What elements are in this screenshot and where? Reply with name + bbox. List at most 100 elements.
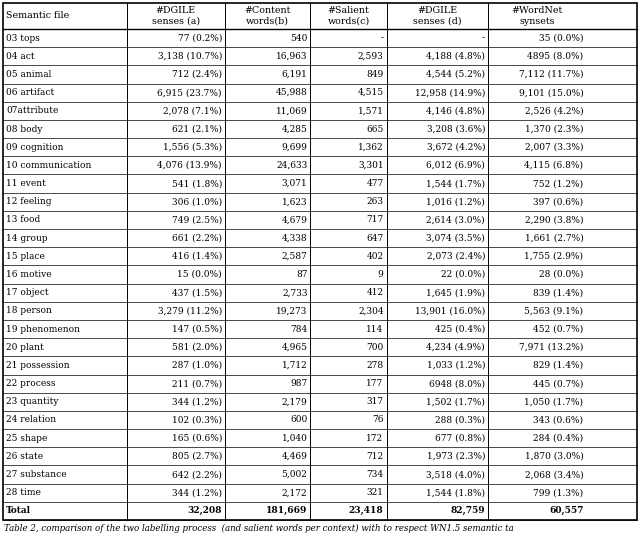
Text: #WordNet
synsets: #WordNet synsets <box>511 6 563 26</box>
Text: 28 (0.0%): 28 (0.0%) <box>539 270 583 279</box>
Text: 665: 665 <box>366 125 383 133</box>
Text: 03 tops: 03 tops <box>6 33 40 43</box>
Text: 3,074 (3.5%): 3,074 (3.5%) <box>426 234 485 242</box>
Text: 1,623: 1,623 <box>282 197 307 206</box>
Text: 4,285: 4,285 <box>282 125 307 133</box>
Text: 3,301: 3,301 <box>358 161 383 170</box>
Text: 7,112 (11.7%): 7,112 (11.7%) <box>519 70 583 79</box>
Text: 11,069: 11,069 <box>276 106 307 116</box>
Text: 28 time: 28 time <box>6 488 41 497</box>
Text: 3,279 (11.2%): 3,279 (11.2%) <box>157 306 222 315</box>
Text: 60,557: 60,557 <box>549 507 583 515</box>
Text: 581 (2.0%): 581 (2.0%) <box>172 343 222 352</box>
Text: 343 (0.6%): 343 (0.6%) <box>533 415 583 424</box>
Text: 3,071: 3,071 <box>282 179 307 188</box>
Text: 16 motive: 16 motive <box>6 270 52 279</box>
Text: 1,645 (1.9%): 1,645 (1.9%) <box>426 288 485 297</box>
Text: 4,469: 4,469 <box>282 452 307 461</box>
Text: 23 quantity: 23 quantity <box>6 397 58 406</box>
Text: 600: 600 <box>291 415 307 424</box>
Text: #DGILE
senses (a): #DGILE senses (a) <box>152 6 200 26</box>
Text: 344 (1.2%): 344 (1.2%) <box>172 488 222 497</box>
Text: 6,915 (23.7%): 6,915 (23.7%) <box>157 88 222 97</box>
Text: 3,518 (4.0%): 3,518 (4.0%) <box>426 470 485 479</box>
Text: 1,016 (1.2%): 1,016 (1.2%) <box>426 197 485 206</box>
Text: 677 (0.8%): 677 (0.8%) <box>435 434 485 443</box>
Text: 19 phenomenon: 19 phenomenon <box>6 325 80 334</box>
Text: 5,002: 5,002 <box>282 470 307 479</box>
Text: 08 body: 08 body <box>6 125 42 133</box>
Text: 344 (1.2%): 344 (1.2%) <box>172 397 222 406</box>
Text: 9: 9 <box>378 270 383 279</box>
Text: 20 plant: 20 plant <box>6 343 44 352</box>
Text: 22 (0.0%): 22 (0.0%) <box>441 270 485 279</box>
Text: 2,078 (7.1%): 2,078 (7.1%) <box>163 106 222 116</box>
Text: 1,661 (2.7%): 1,661 (2.7%) <box>525 234 583 242</box>
Text: 4,338: 4,338 <box>282 234 307 242</box>
Text: 784: 784 <box>291 325 307 334</box>
Text: 15 place: 15 place <box>6 252 45 261</box>
Text: 321: 321 <box>367 488 383 497</box>
Text: 26 state: 26 state <box>6 452 43 461</box>
Text: 541 (1.8%): 541 (1.8%) <box>172 179 222 188</box>
Text: 4,965: 4,965 <box>282 343 307 352</box>
Text: 4895 (8.0%): 4895 (8.0%) <box>527 52 583 61</box>
Text: 2,587: 2,587 <box>282 252 307 261</box>
Text: 2,614 (3.0%): 2,614 (3.0%) <box>426 215 485 225</box>
Text: 1,755 (2.9%): 1,755 (2.9%) <box>524 252 583 261</box>
Text: 87: 87 <box>296 270 307 279</box>
Text: 2,733: 2,733 <box>282 288 307 297</box>
Text: 1,502 (1.7%): 1,502 (1.7%) <box>426 397 485 406</box>
Text: 1,544 (1.8%): 1,544 (1.8%) <box>426 488 485 497</box>
Text: 987: 987 <box>291 379 307 388</box>
Text: Table 2, comparison of the two labelling process  (and salient words per context: Table 2, comparison of the two labelling… <box>4 524 514 533</box>
Text: 397 (0.6%): 397 (0.6%) <box>533 197 583 206</box>
Text: 700: 700 <box>366 343 383 352</box>
Text: 712: 712 <box>367 452 383 461</box>
Text: -: - <box>482 33 485 43</box>
Text: 15 (0.0%): 15 (0.0%) <box>177 270 222 279</box>
Text: 749 (2.5%): 749 (2.5%) <box>172 215 222 225</box>
Text: 13 food: 13 food <box>6 215 40 225</box>
Text: 147 (0.5%): 147 (0.5%) <box>172 325 222 334</box>
Text: 263: 263 <box>367 197 383 206</box>
Text: 1,973 (2.3%): 1,973 (2.3%) <box>426 452 485 461</box>
Text: 1,033 (1.2%): 1,033 (1.2%) <box>426 361 485 370</box>
Text: 06 artifact: 06 artifact <box>6 88 54 97</box>
Text: 642 (2.2%): 642 (2.2%) <box>172 470 222 479</box>
Text: 177: 177 <box>366 379 383 388</box>
Text: 07attribute: 07attribute <box>6 106 58 116</box>
Text: 2,007 (3.3%): 2,007 (3.3%) <box>525 143 583 152</box>
Text: 1,556 (5.3%): 1,556 (5.3%) <box>163 143 222 152</box>
Text: 82,759: 82,759 <box>451 507 485 515</box>
Text: 2,290 (3.8%): 2,290 (3.8%) <box>525 215 583 225</box>
Text: #Salient
words(c): #Salient words(c) <box>328 6 370 26</box>
Text: 1,362: 1,362 <box>358 143 383 152</box>
Text: 437 (1.5%): 437 (1.5%) <box>172 288 222 297</box>
Text: 14 group: 14 group <box>6 234 47 242</box>
Text: 22 process: 22 process <box>6 379 56 388</box>
Text: 45,988: 45,988 <box>276 88 307 97</box>
Text: 6,191: 6,191 <box>282 70 307 79</box>
Text: 849: 849 <box>366 70 383 79</box>
Text: 799 (1.3%): 799 (1.3%) <box>533 488 583 497</box>
Text: 4,076 (13.9%): 4,076 (13.9%) <box>157 161 222 170</box>
Text: 1,040: 1,040 <box>282 434 307 443</box>
Text: 27 substance: 27 substance <box>6 470 67 479</box>
Text: 412: 412 <box>367 288 383 297</box>
Text: 13,901 (16.0%): 13,901 (16.0%) <box>415 306 485 315</box>
Text: 9,101 (15.0%): 9,101 (15.0%) <box>518 88 583 97</box>
Text: 306 (1.0%): 306 (1.0%) <box>172 197 222 206</box>
Text: -: - <box>381 33 383 43</box>
Text: 10 communication: 10 communication <box>6 161 92 170</box>
Text: 317: 317 <box>367 397 383 406</box>
Text: 402: 402 <box>367 252 383 261</box>
Text: 21 possession: 21 possession <box>6 361 70 370</box>
Text: 9,699: 9,699 <box>282 143 307 152</box>
Text: 284 (0.4%): 284 (0.4%) <box>533 434 583 443</box>
Text: 425 (0.4%): 425 (0.4%) <box>435 325 485 334</box>
Text: 2,179: 2,179 <box>282 397 307 406</box>
Text: 25 shape: 25 shape <box>6 434 47 443</box>
Text: 2,068 (3.4%): 2,068 (3.4%) <box>525 470 583 479</box>
Text: 3,138 (10.7%): 3,138 (10.7%) <box>157 52 222 61</box>
